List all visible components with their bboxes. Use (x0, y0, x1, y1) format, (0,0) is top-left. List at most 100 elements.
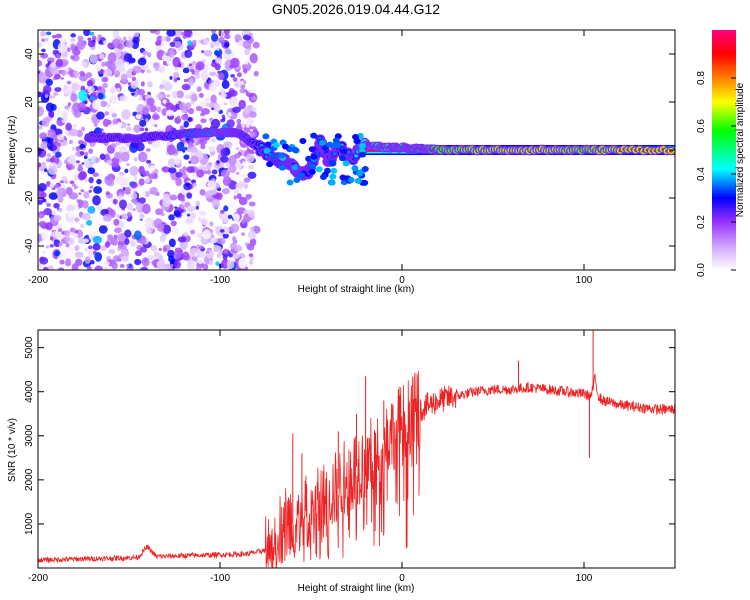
spectrogram-noise-speck (98, 58, 102, 62)
spectrogram-noise-speck (248, 201, 256, 207)
spectrogram-noise-speck (84, 247, 88, 252)
spectrogram-noise-speck (88, 148, 93, 154)
spectrogram-noise-speck (251, 117, 255, 121)
spectrogram-noise-speck (162, 99, 167, 104)
spectrogram-noise-speck (232, 236, 237, 242)
snr-y-tick-label: 4000 (24, 380, 35, 403)
spectrogram-noise-speck (124, 186, 131, 193)
spectrogram-noise-speck (249, 259, 254, 265)
spectrogram-noise-speck (208, 82, 217, 93)
spectrogram-scatter-blob (326, 141, 334, 148)
spectrogram-noise-speck (50, 148, 54, 152)
spectrogram-noise-speck (126, 203, 134, 211)
spectrogram-noise-speck (183, 78, 188, 83)
spectrogram-noise-speck (139, 119, 147, 127)
spectrogram-noise-speck (42, 85, 52, 94)
spectrogram-scatter-blob (299, 138, 307, 145)
spectrogram-noise-speck (186, 166, 195, 173)
spectrogram-noise-speck (176, 77, 181, 81)
spectrogram-noise-speck (103, 266, 108, 270)
spectrogram-noise-speck (190, 155, 200, 165)
spectrogram-noise-speck (242, 68, 248, 74)
spectrogram-noise-speck (69, 128, 79, 137)
spectrogram-noise-speck (236, 193, 242, 200)
spectrogram-noise-speck (138, 178, 145, 186)
spectrogram-scatter-blob (272, 142, 280, 149)
spectrogram-noise-speck (232, 253, 241, 259)
spectrogram-noise-speck (155, 148, 165, 157)
spectrogram-noise-speck (236, 72, 242, 78)
spectrogram-noise-speck (53, 214, 62, 222)
snr-line-layer (38, 330, 675, 568)
spectrogram-noise-speck (44, 168, 48, 173)
spectrogram-noise-speck (96, 204, 102, 211)
spectrogram-noise-speck (69, 180, 75, 185)
spectrogram-noise-speck (139, 127, 145, 132)
spectrogram-noise-speck (166, 30, 176, 37)
spectrogram-noise-speck (191, 60, 197, 66)
spectrogram-noise-speck (38, 91, 42, 98)
spectrogram-noise-speck (59, 259, 65, 265)
spectrogram-noise-speck (133, 175, 138, 181)
spectrogram-noise-speck (228, 201, 235, 209)
snr-y-tick-label: 1000 (24, 512, 35, 535)
spectrogram-noise-speck (119, 263, 125, 268)
spectrogram-noise-speck (156, 93, 164, 100)
spectrogram-noise-speck (138, 216, 142, 219)
spectrogram-noise-speck (194, 70, 200, 76)
spectrogram-noise-speck (187, 63, 195, 69)
spectrogram-noise-speck (219, 249, 224, 254)
spectrogram-noise-speck (162, 60, 167, 66)
spectrogram-noise-speck (229, 95, 238, 106)
spectrogram-noise-speck (69, 227, 76, 233)
spectrogram-noise-speck (178, 102, 187, 111)
spectrogram-noise-speck (190, 100, 195, 105)
spectrogram-noise-speck (251, 106, 257, 112)
spectrogram-noise-speck (243, 106, 251, 115)
spectrogram-noise-speck (63, 246, 71, 257)
spectrogram-noise-speck (70, 38, 76, 43)
spectrogram-noise-speck (115, 58, 124, 71)
spectrogram-noise-speck (249, 52, 258, 64)
spectrogram-noise-speck (38, 233, 42, 243)
spectrogram-noise-speck (181, 113, 189, 121)
spectrogram-scatter-blob (291, 146, 299, 153)
spectrogram-noise-speck (63, 85, 72, 96)
spectrogram-noise-speck (111, 113, 118, 118)
spectrogram-noise-speck (183, 231, 189, 237)
spectrogram-noise-speck (58, 207, 63, 213)
spectrogram-noise-speck (64, 159, 68, 164)
spectrogram-y-tick-label: 0 (24, 147, 35, 153)
spectrogram-noise-speck (70, 93, 78, 103)
spectrogram-noise-speck (67, 156, 76, 165)
spectrogram-noise-speck (174, 40, 182, 48)
spectrogram-noise-speck (194, 74, 201, 79)
spectrogram-noise-speck (176, 90, 184, 99)
spectrogram-noise-speck (39, 132, 48, 140)
spectrogram-noise-speck (75, 160, 80, 164)
spectrogram-noise-speck (211, 198, 220, 209)
snr-x-tick-label: 0 (399, 573, 405, 584)
spectrogram-noise-speck (205, 102, 210, 107)
spectrogram-noise-speck (44, 116, 52, 122)
spectrogram-noise-speck (208, 145, 215, 153)
spectrogram-noise-speck (233, 142, 241, 149)
snr-x-tick-label: 100 (576, 573, 593, 584)
spectrogram-noise-speck (175, 171, 183, 178)
spectrogram-noise-speck (183, 30, 192, 38)
spectrogram-noise-speck (77, 101, 87, 112)
spectrogram-noise-speck (47, 165, 58, 176)
spectrogram-noise-speck (223, 102, 228, 106)
spectrogram-noise-speck (184, 49, 193, 59)
spectrogram-noise-speck (61, 119, 66, 124)
spectrogram-noise-speck (40, 141, 49, 150)
spectrogram-noise-speck (222, 233, 229, 239)
spectrogram-noise-speck (217, 30, 224, 37)
spectrogram-noise-speck (196, 169, 205, 178)
spectrogram-noise-speck (159, 234, 166, 243)
spectrogram-scatter-blob (358, 143, 366, 150)
spectrogram-noise-speck (58, 242, 63, 247)
spectrogram-noise-speck (98, 225, 108, 234)
spectrogram-noise-speck (120, 103, 126, 110)
